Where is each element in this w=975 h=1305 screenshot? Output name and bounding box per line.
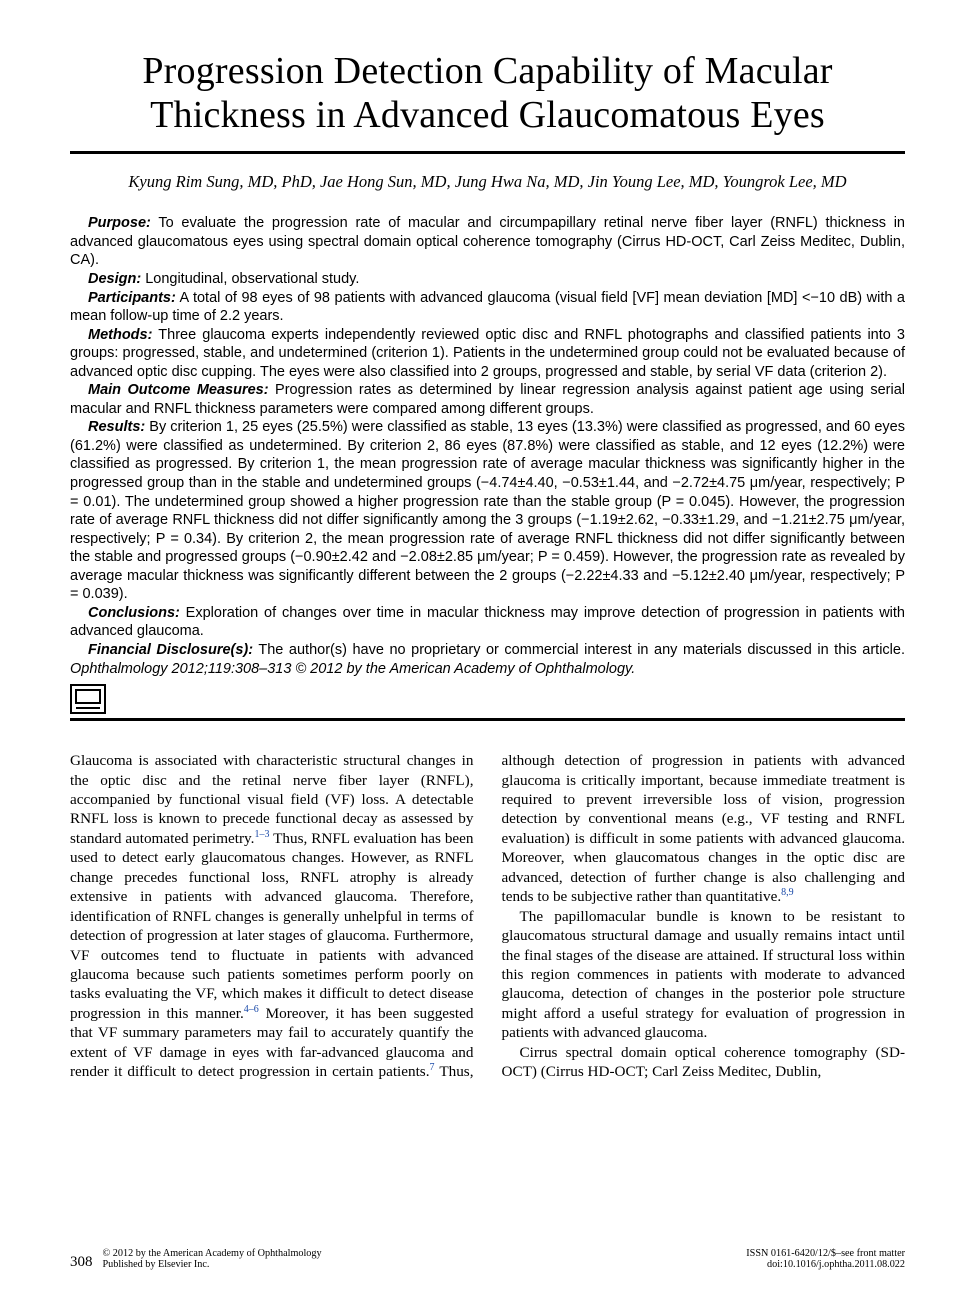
abstract-rule xyxy=(70,718,905,721)
supplementary-icon xyxy=(70,684,905,714)
financial-text: The author(s) have no proprietary or com… xyxy=(253,642,905,658)
title-line-1: Progression Detection Capability of Macu… xyxy=(142,50,832,92)
footer-doi: doi:10.1016/j.ophtha.2011.08.022 xyxy=(767,1259,905,1270)
body-paragraph-2: The papillomacular bundle is known to be… xyxy=(502,907,906,1043)
abstract-outcome: Main Outcome Measures: Progression rates… xyxy=(70,381,905,418)
abstract-citation: Ophthalmology 2012;119:308–313 © 2012 by… xyxy=(70,661,635,677)
conclusions-label: Conclusions: xyxy=(88,605,180,621)
methods-text: Three glaucoma experts independently rev… xyxy=(70,327,905,380)
article-title: Progression Detection Capability of Macu… xyxy=(70,50,905,137)
author-list: Kyung Rim Sung, MD, PhD, Jae Hong Sun, M… xyxy=(70,172,905,192)
page-footer: 308 © 2012 by the American Academy of Op… xyxy=(70,1248,905,1271)
abstract-design: Design: Longitudinal, observational stud… xyxy=(70,270,905,289)
abstract-block: Purpose: To evaluate the progression rat… xyxy=(70,214,905,678)
design-label: Design: xyxy=(88,271,141,287)
body-paragraph-3: Cirrus spectral domain optical coherence… xyxy=(502,1043,906,1082)
purpose-text: To evaluate the progression rate of macu… xyxy=(70,215,905,268)
design-text: Longitudinal, observational study. xyxy=(141,271,359,287)
participants-text: A total of 98 eyes of 98 patients with a… xyxy=(70,290,905,325)
citation-ref-1[interactable]: 1–3 xyxy=(254,829,269,840)
body-text: Glaucoma is associated with characterist… xyxy=(70,751,905,1082)
page-number: 308 xyxy=(70,1254,93,1271)
citation-ref-2[interactable]: 4–6 xyxy=(244,1004,259,1015)
page-container: Progression Detection Capability of Macu… xyxy=(0,0,975,1305)
abstract-purpose: Purpose: To evaluate the progression rat… xyxy=(70,214,905,270)
conclusions-text: Exploration of changes over time in macu… xyxy=(70,605,905,640)
footer-right: ISSN 0161-6420/12/$–see front matter doi… xyxy=(746,1248,905,1271)
methods-label: Methods: xyxy=(88,327,152,343)
abstract-participants: Participants: A total of 98 eyes of 98 p… xyxy=(70,289,905,326)
results-text: By criterion 1, 25 eyes (25.5%) were cla… xyxy=(70,419,905,602)
financial-label: Financial Disclosure(s): xyxy=(88,642,253,658)
footer-left: 308 © 2012 by the American Academy of Op… xyxy=(70,1248,322,1271)
footer-copyright: © 2012 by the American Academy of Ophtha… xyxy=(103,1248,322,1271)
title-rule xyxy=(70,151,905,154)
footer-issn: ISSN 0161-6420/12/$–see front matter xyxy=(746,1248,905,1259)
title-line-2: Thickness in Advanced Glaucomatous Eyes xyxy=(150,94,825,136)
outcome-label: Main Outcome Measures: xyxy=(88,382,269,398)
abstract-financial: Financial Disclosure(s): The author(s) h… xyxy=(70,641,905,678)
abstract-methods: Methods: Three glaucoma experts independ… xyxy=(70,326,905,382)
citation-ref-4[interactable]: 8,9 xyxy=(781,887,794,898)
abstract-conclusions: Conclusions: Exploration of changes over… xyxy=(70,604,905,641)
participants-label: Participants: xyxy=(88,290,176,306)
abstract-results: Results: By criterion 1, 25 eyes (25.5%)… xyxy=(70,418,905,603)
results-label: Results: xyxy=(88,419,145,435)
purpose-label: Purpose: xyxy=(88,215,151,231)
